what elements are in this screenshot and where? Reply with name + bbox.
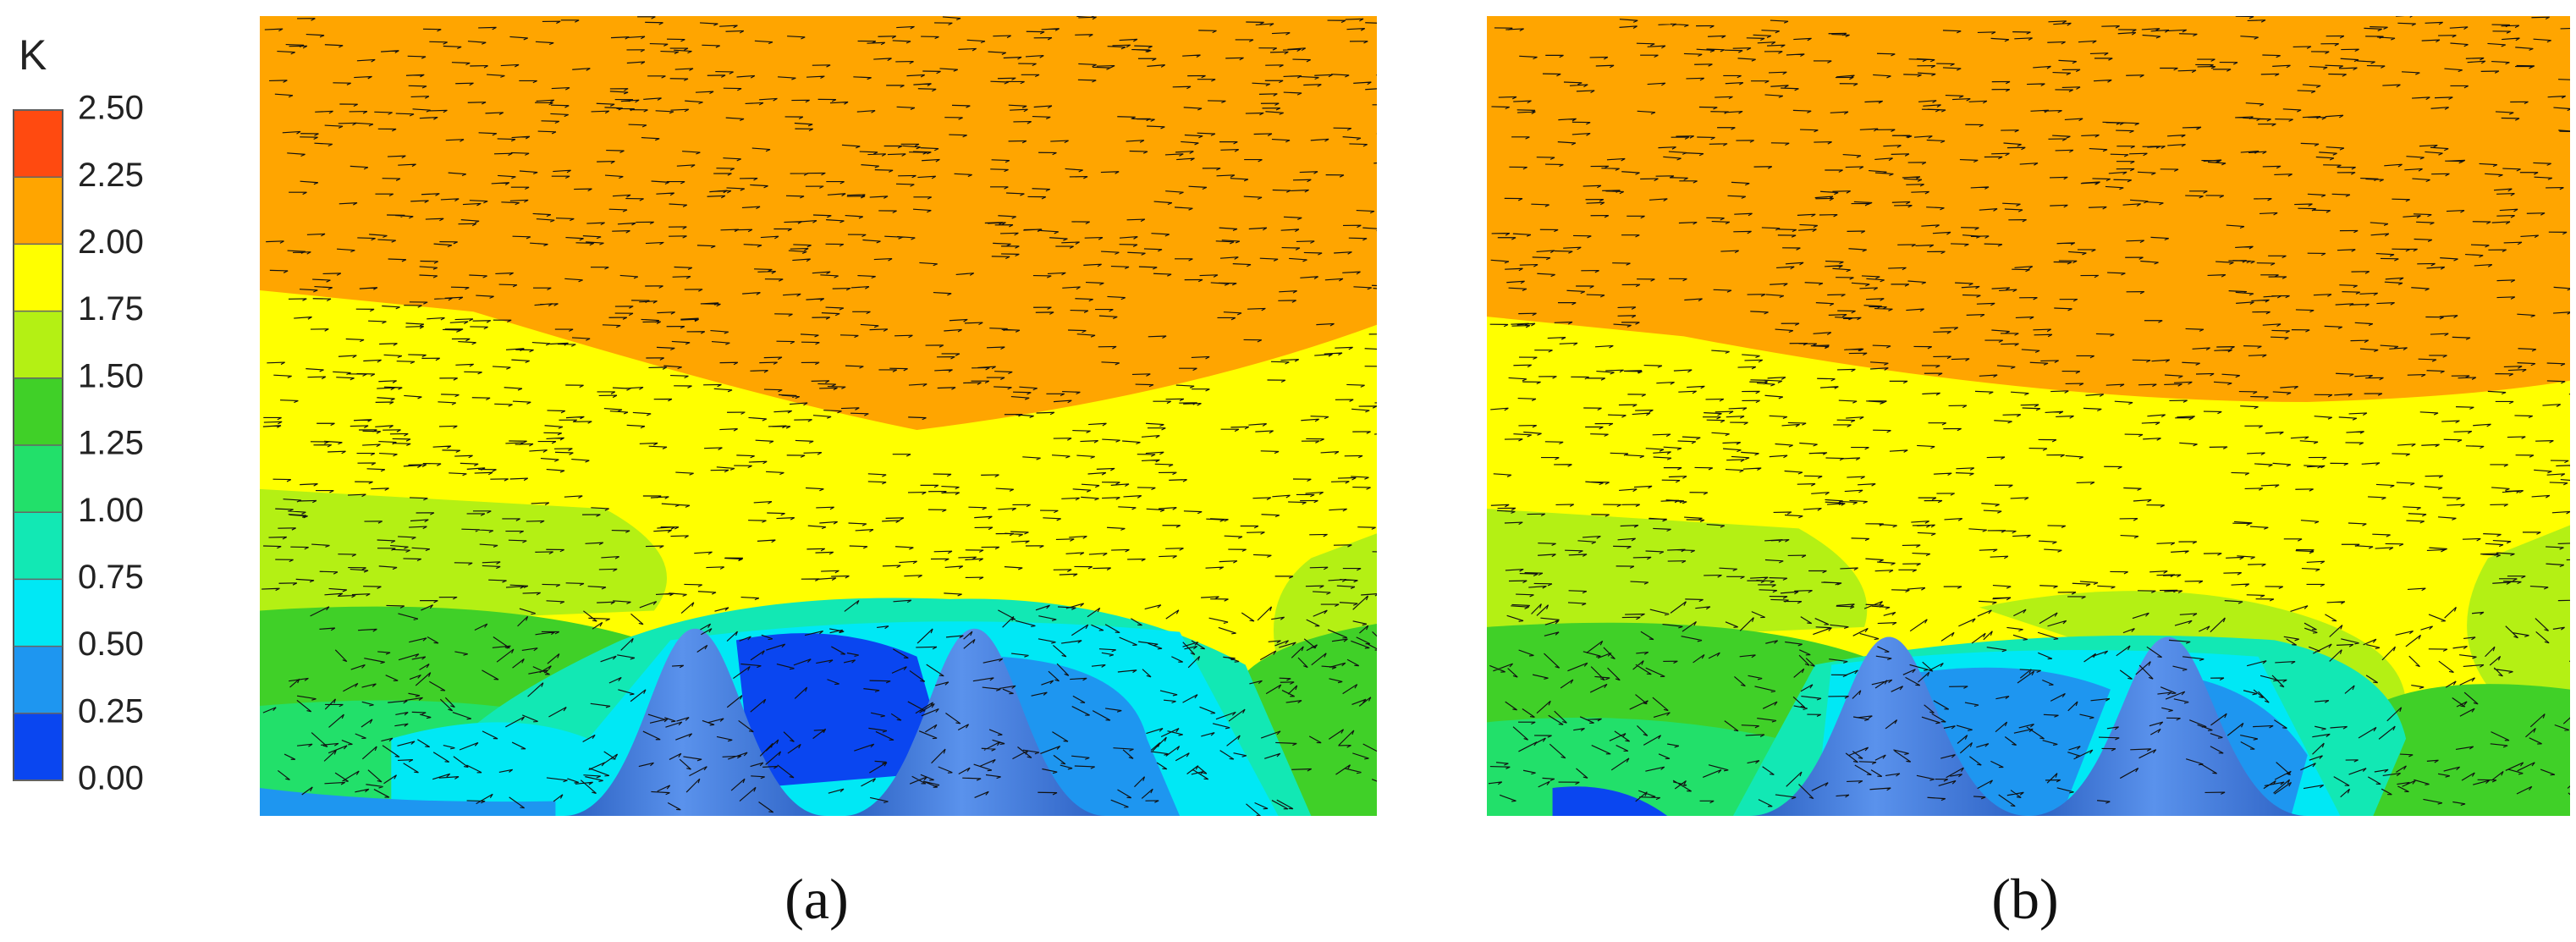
- tick-label: 2.50: [78, 90, 144, 127]
- panel-label: (a): [784, 867, 848, 931]
- color-band: [14, 512, 63, 580]
- tick-label: 1.00: [78, 492, 144, 529]
- color-band: [14, 713, 63, 780]
- tick-label: 0.00: [78, 760, 144, 797]
- tick-label: 1.25: [78, 425, 144, 462]
- tick-label: 1.75: [78, 290, 144, 328]
- color-band: [14, 177, 63, 245]
- color-band: [14, 579, 63, 647]
- tick-label: 0.75: [78, 559, 144, 596]
- colorbar: 0.00 0.25 0.50 0.75 1.00 1.25 1.50 1.75 2.00 2.25…: [13, 90, 144, 797]
- panel-label: (b): [1991, 867, 2058, 931]
- contour-panel: [1487, 16, 2570, 816]
- tick-label: 2.00: [78, 223, 144, 261]
- tick-label: 1.50: [78, 357, 144, 394]
- tick-label: 0.50: [78, 625, 144, 663]
- color-band: [14, 377, 63, 445]
- color-band: [14, 445, 63, 513]
- velocity-arrows: [261, 16, 1377, 816]
- color-band: [14, 244, 63, 311]
- tick-label: 0.25: [78, 692, 144, 730]
- color-band: [14, 110, 63, 178]
- tick-label: 2.25: [78, 157, 144, 194]
- velocity-arrows: [1488, 16, 2570, 807]
- colorbar-title: K: [19, 31, 47, 79]
- color-band: [14, 646, 63, 713]
- contour-panel: [260, 16, 1377, 816]
- color-band: [14, 311, 63, 378]
